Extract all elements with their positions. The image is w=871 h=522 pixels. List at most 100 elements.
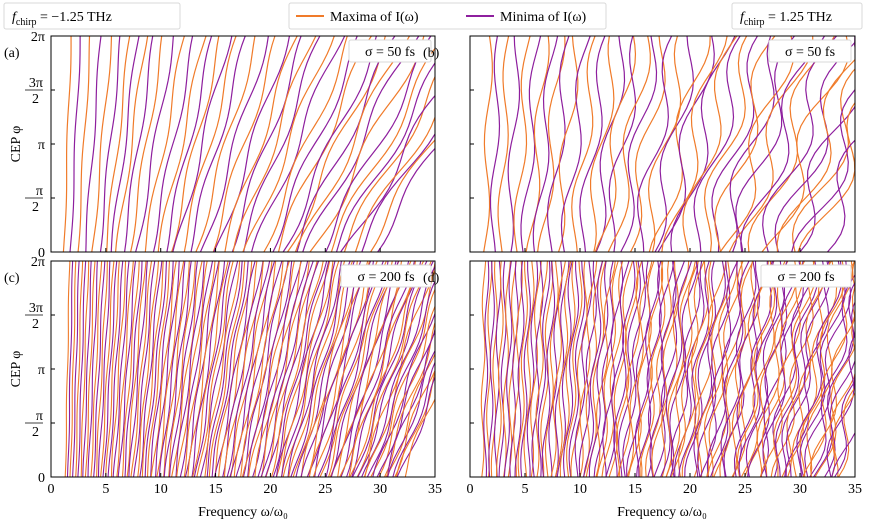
minima-line [247, 261, 293, 477]
minima-line [340, 94, 435, 252]
maxima-line [513, 36, 531, 252]
panel-label: (d) [423, 271, 440, 286]
y-tick-label-den: 2 [32, 425, 39, 440]
y-tick-label: 2π [31, 30, 45, 45]
maxima-line [629, 36, 666, 252]
x-tick-label: 20 [263, 482, 277, 497]
maxima-line [294, 36, 411, 252]
minima-line [335, 62, 435, 252]
minima-line [296, 36, 396, 252]
minima-line [834, 380, 855, 477]
minima-line [613, 261, 636, 477]
maxima-line [544, 261, 559, 477]
maxima-line [187, 261, 220, 477]
minima-line [72, 261, 80, 477]
minima-line [710, 261, 750, 477]
minima-line [706, 261, 742, 477]
minima-line [287, 261, 342, 477]
minima-line [325, 261, 389, 477]
maxima-line [792, 68, 855, 252]
minima-line [578, 261, 597, 477]
minima-line [102, 261, 118, 477]
minima-line [152, 36, 194, 252]
maxima-line [647, 36, 682, 252]
maxima-line [761, 261, 803, 477]
minima-line [272, 261, 328, 477]
minima-line [97, 261, 111, 477]
minima-line [290, 261, 351, 477]
minima-line [791, 88, 855, 252]
minima-line [357, 261, 434, 477]
minima-line [275, 261, 330, 477]
maxima-line [90, 261, 103, 477]
contour-lines [62, 36, 435, 252]
maxima-line [354, 115, 435, 252]
minima-line [361, 132, 435, 252]
minima-line [300, 261, 362, 477]
maxima-line [80, 261, 90, 477]
maxima-line [130, 261, 153, 477]
minima-line [231, 36, 302, 252]
minima-line [123, 36, 154, 252]
maxima-line [523, 261, 535, 477]
minima-line [85, 36, 102, 252]
maxima-line [607, 36, 651, 252]
maxima-line [96, 261, 108, 477]
x-tick-label: 35 [428, 482, 442, 497]
panel-b: (b) σ = 50 fs [423, 35, 856, 253]
maxima-line [761, 36, 850, 252]
minima-line [579, 36, 606, 252]
maxima-line [627, 261, 655, 477]
y-tick-label-num: 3π [29, 76, 43, 91]
maxima-line [163, 261, 190, 477]
panel-label: (c) [4, 271, 20, 286]
maxima-line [697, 261, 731, 477]
minima-line [583, 261, 604, 477]
maxima-line [248, 261, 295, 477]
minima-line [809, 274, 855, 477]
y-axis-label-bottom: CEP φ [9, 351, 24, 388]
sigma-label: σ = 200 fs [357, 270, 414, 285]
minima-line [509, 261, 519, 477]
x-tick-label: 5 [522, 482, 529, 497]
maxima-line [195, 36, 256, 252]
maxima-line [100, 261, 115, 477]
maxima-line [385, 352, 435, 477]
minima-line [93, 261, 106, 477]
maxima-line [703, 36, 748, 252]
minima-line [489, 36, 501, 252]
minima-line [117, 261, 137, 477]
minima-line [150, 261, 174, 477]
maxima-line [224, 36, 298, 252]
maxima-line [583, 261, 604, 477]
x-tick-label: 0 [48, 482, 55, 497]
minima-line [235, 261, 283, 477]
minima-line [264, 261, 320, 477]
maxima-line [810, 261, 855, 477]
minima-line [396, 375, 435, 477]
minima-line [548, 261, 563, 477]
minima-line [740, 36, 825, 252]
maxima-line [648, 36, 711, 252]
maxima-line [141, 261, 164, 477]
minima-line [804, 261, 852, 477]
minima-line [678, 261, 710, 477]
maxima-line [791, 261, 838, 477]
maxima-line [837, 386, 855, 477]
maxima-line [275, 261, 331, 477]
svg-text:fchirp = −1.25 THz: fchirp = −1.25 THz [12, 10, 112, 28]
minima-line [135, 36, 174, 252]
contour-lines [480, 261, 855, 477]
minima-line [361, 265, 435, 477]
maxima-line [665, 261, 699, 477]
sigma-box [340, 264, 432, 288]
maxima-line [168, 261, 196, 477]
minima-line [87, 261, 98, 477]
maxima-line [306, 261, 369, 477]
minima-line [711, 36, 759, 252]
y-tick-label-num: π [36, 409, 43, 424]
maxima-line [496, 261, 504, 477]
maxima-line [110, 261, 127, 477]
minima-line [729, 36, 775, 252]
x-tick-label: 25 [738, 482, 752, 497]
